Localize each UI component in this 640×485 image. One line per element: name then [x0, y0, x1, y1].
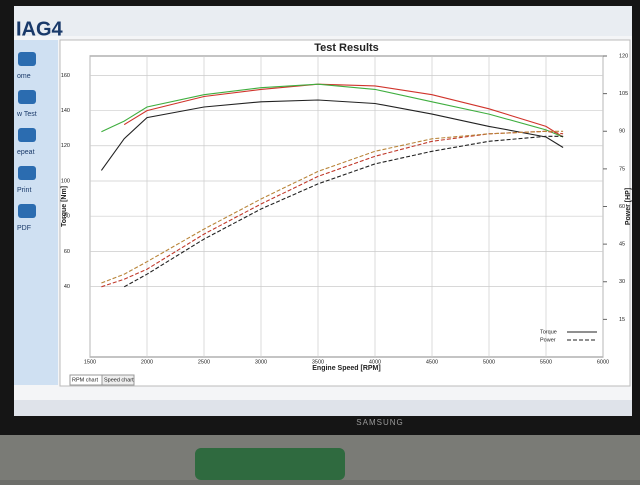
x-axis-label: Engine Speed [RPM] — [312, 365, 380, 372]
monitor-brand: SAMSUNG — [356, 418, 403, 427]
y2-tick-label: 15 — [619, 317, 625, 323]
x-tick-label: 2500 — [198, 359, 210, 365]
y-tick-label: 160 — [61, 73, 70, 79]
tab — [101, 374, 135, 386]
y2-tick-label: 60 — [619, 204, 625, 210]
plot-area — [89, 55, 604, 358]
x-tick-label: 2000 — [141, 359, 153, 365]
y-axis-label: Torque [Nm] — [61, 186, 68, 227]
sidebar-icon — [18, 52, 36, 66]
y2-axis-label: Power [HP] — [625, 188, 632, 225]
tab-label[interactable]: RPM chart — [72, 377, 98, 383]
x-tick-label: 4500 — [426, 359, 438, 365]
sidebar-item: ome — [17, 73, 31, 80]
y-tick-label: 120 — [61, 143, 70, 149]
torque-line — [100, 99, 564, 171]
legend-label: Torque — [540, 329, 557, 335]
y2-tick-label: 105 — [619, 91, 628, 97]
sidebar-icon — [18, 90, 36, 104]
app-header — [14, 6, 632, 36]
legend-label: Power — [540, 337, 556, 343]
sidebar-item: PDF — [17, 225, 31, 232]
y2-tick-label: 45 — [619, 242, 625, 248]
y2-tick-label: 120 — [619, 53, 628, 59]
x-tick-label: 1500 — [84, 359, 96, 365]
x-tick-label: 3500 — [312, 359, 324, 365]
torque-line — [123, 83, 564, 138]
device — [195, 448, 345, 480]
torque-line — [101, 83, 564, 138]
sidebar-item: w Test — [16, 111, 37, 118]
y2-tick-label: 30 — [619, 279, 625, 285]
logo: IAG4 — [16, 18, 64, 40]
sidebar-icon — [18, 166, 36, 180]
tab-label[interactable]: Speed chart — [104, 377, 134, 383]
power-line — [123, 135, 564, 288]
sidebar-icon — [18, 204, 36, 218]
y-tick-label: 80 — [64, 214, 70, 220]
power-line — [101, 130, 564, 284]
sidebar-item: Print — [17, 187, 31, 194]
y-tick-label: 40 — [64, 284, 70, 290]
x-tick-label: 5000 — [483, 359, 495, 365]
x-tick-label: 4000 — [369, 359, 381, 365]
y-tick-label: 140 — [61, 108, 70, 114]
sidebar-icon — [18, 128, 36, 142]
x-tick-label: 5500 — [540, 359, 552, 365]
y2-tick-label: 90 — [619, 129, 625, 135]
x-tick-label: 3000 — [255, 359, 267, 365]
y-tick-label: 60 — [64, 249, 70, 255]
sidebar-item: epeat — [17, 149, 35, 156]
chart-title: Test Results — [314, 42, 379, 54]
y2-tick-label: 75 — [619, 166, 625, 172]
taskbar — [14, 400, 632, 416]
y-tick-label: 100 — [61, 178, 70, 184]
x-tick-label: 6000 — [597, 359, 609, 365]
